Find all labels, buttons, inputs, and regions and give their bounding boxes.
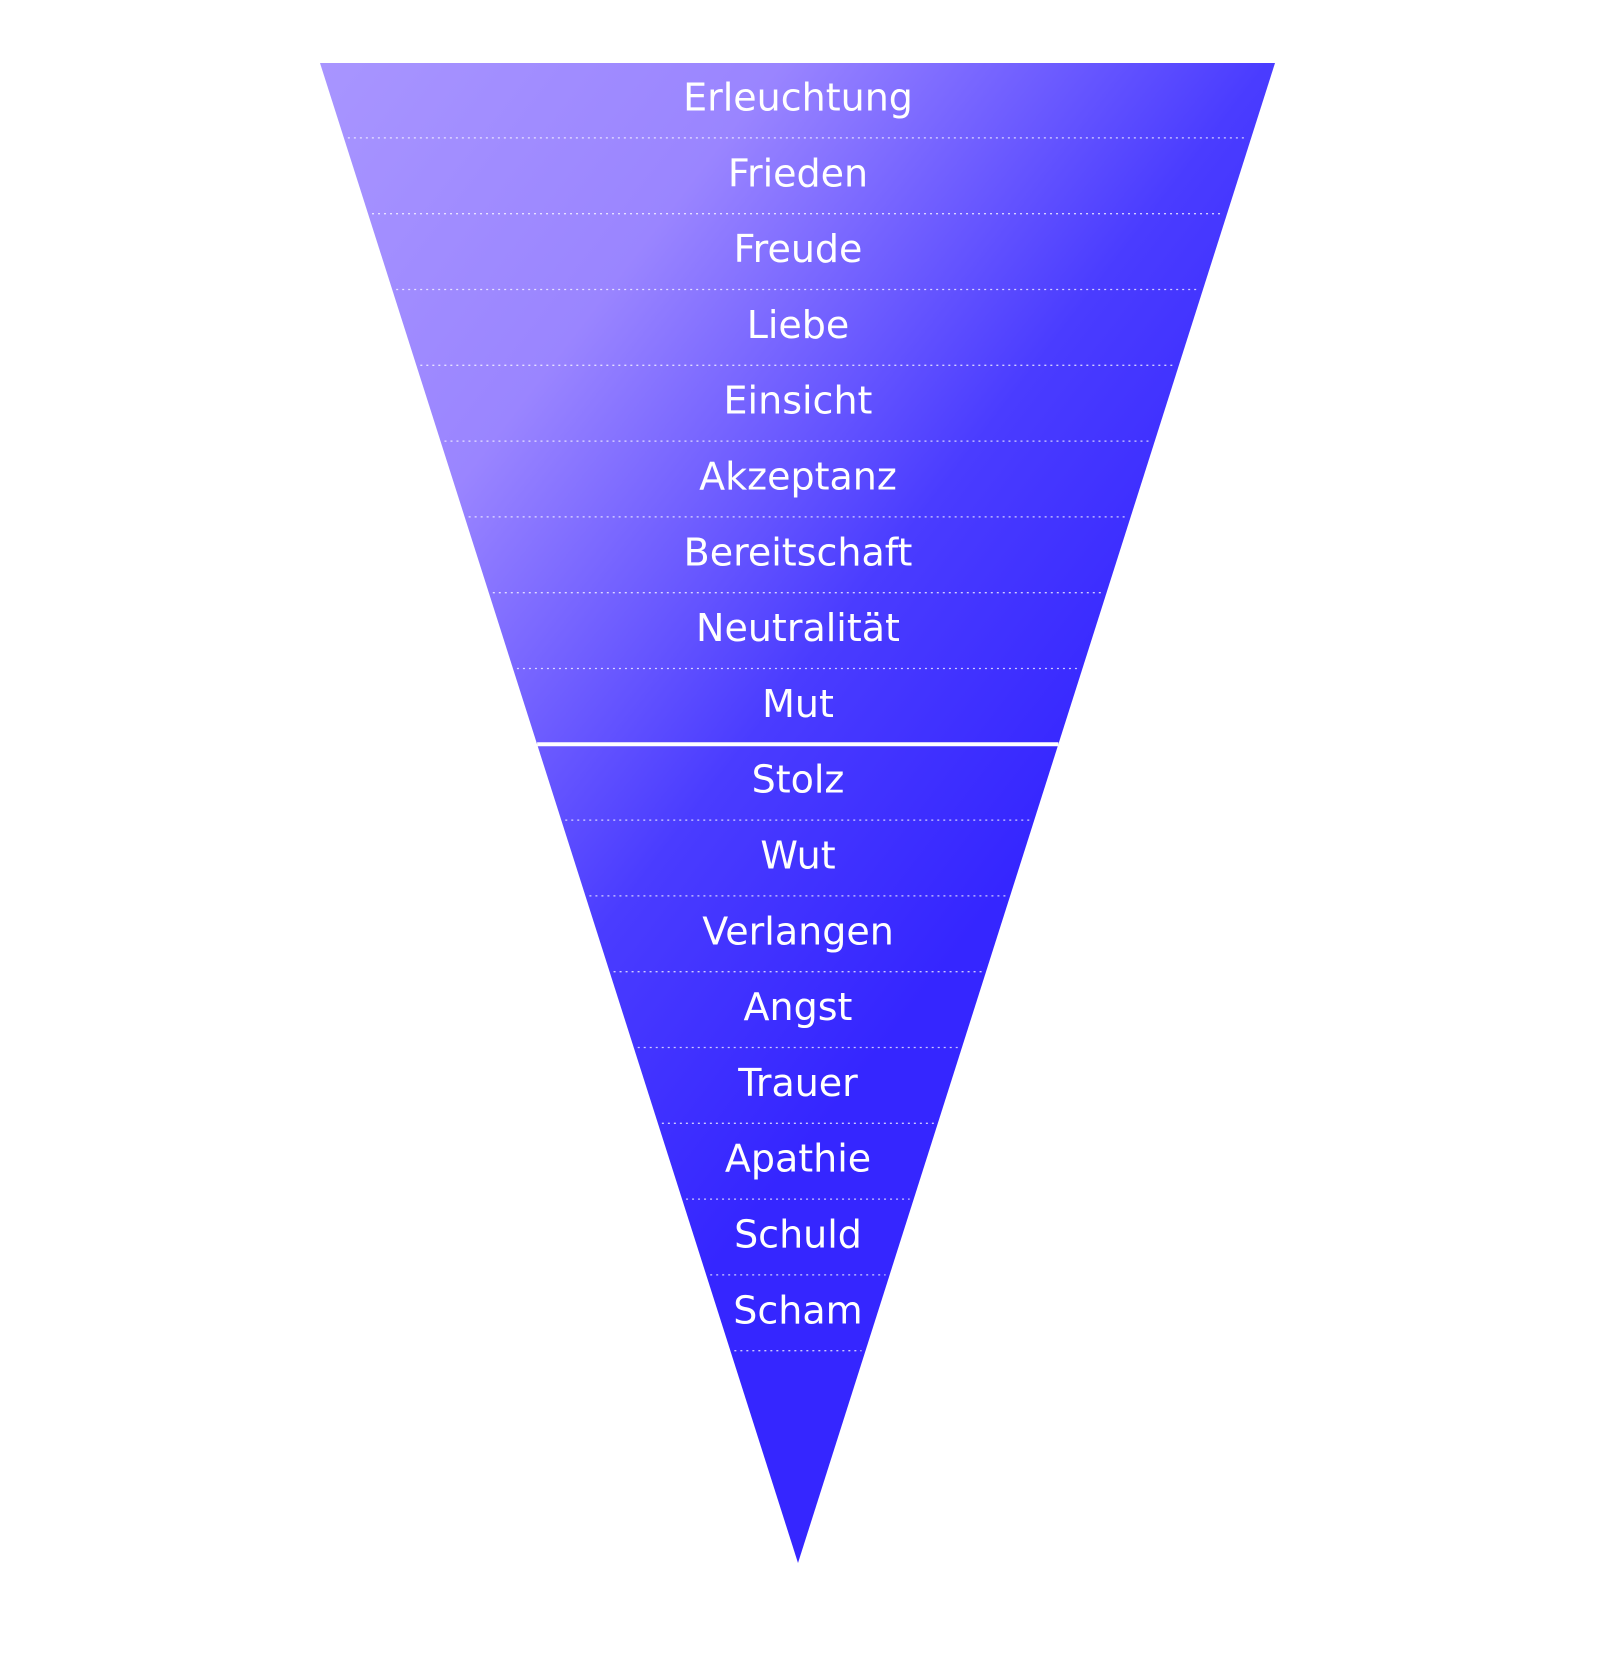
level-label: Scham [733, 1288, 862, 1332]
level-label: Akzeptanz [699, 455, 897, 499]
level-label: Liebe [747, 303, 850, 347]
level-label: Mut [762, 682, 834, 726]
level-label: Apathie [725, 1137, 871, 1181]
level-label: Bereitschaft [684, 530, 913, 574]
triangle [320, 63, 1275, 1563]
level-label: Verlangen [702, 909, 894, 953]
level-label: Trauer [737, 1061, 858, 1105]
levels: Erleuchtung Frieden Freude Liebe Einsicht Akz… [347, 76, 1248, 1352]
level-label: Schuld [734, 1213, 862, 1257]
level-label: Neutralität [696, 606, 900, 650]
level-label: Frieden [728, 151, 868, 195]
level-label: Einsicht [724, 379, 873, 423]
level-label: Angst [744, 985, 853, 1029]
level-label: Stolz [752, 758, 845, 802]
level-label: Wut [760, 834, 835, 878]
level-label: Erleuchtung [683, 76, 913, 120]
level-label: Freude [734, 227, 863, 271]
